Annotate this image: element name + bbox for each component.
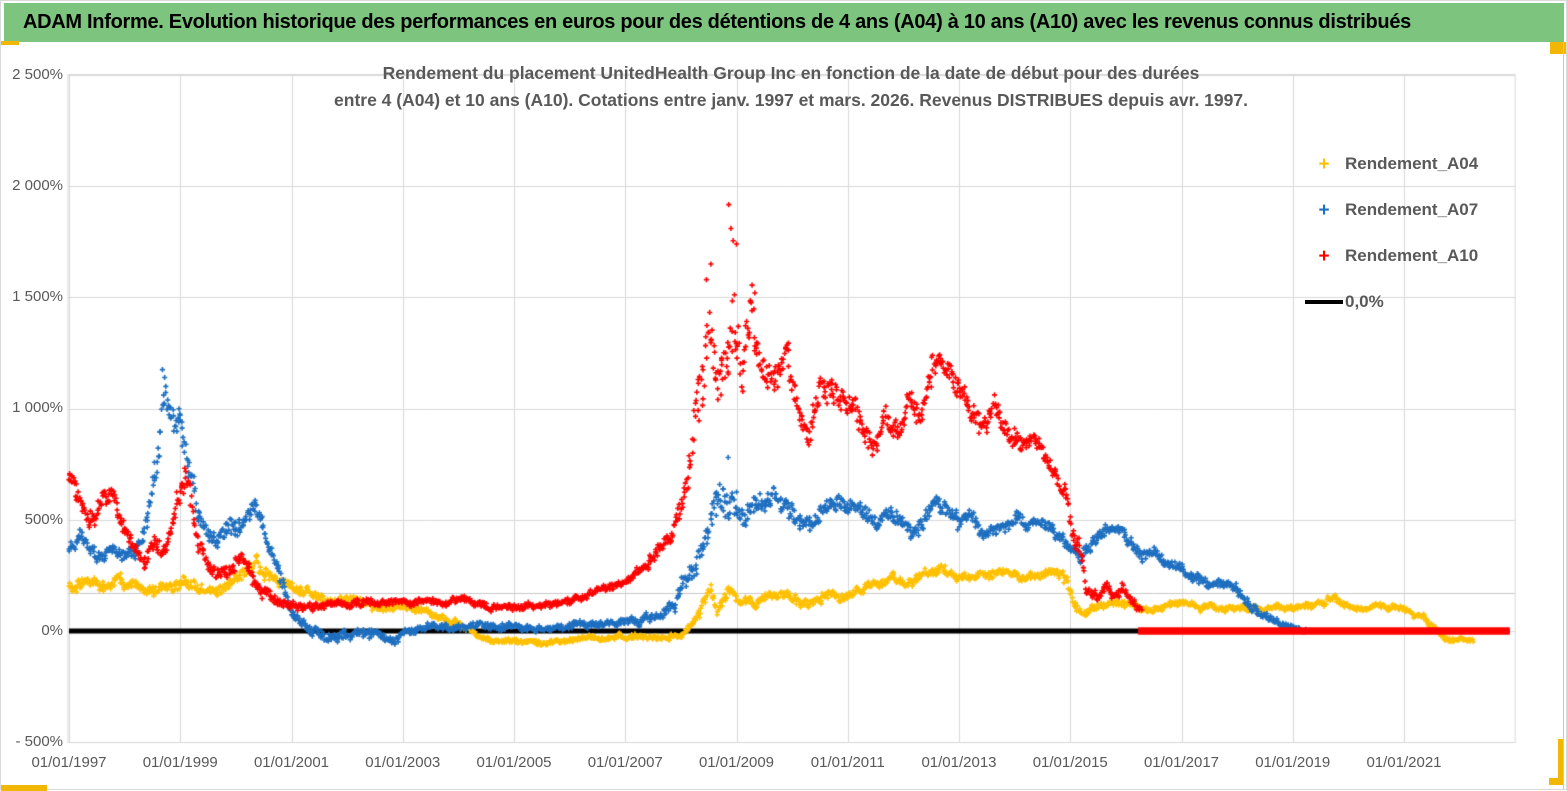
x-axis-tick-2019: 01/01/2019: [1255, 754, 1331, 771]
header-title: ADAM Informe. Evolution historique des p…: [23, 11, 1411, 33]
x-axis-tick-1999: 01/01/1999: [142, 754, 218, 771]
legend: + Rendement_A04 + Rendement_A07 + Rendem…: [1303, 141, 1518, 325]
accent-mark-bottom-right: [1558, 739, 1564, 785]
chart-title-line1: Rendement du placement UnitedHealth Grou…: [382, 63, 1200, 83]
accent-mark-bottom-left: [1, 785, 47, 791]
y-axis-tick-0: 0%: [41, 621, 63, 639]
x-axis-tick-2011: 01/01/2011: [810, 754, 885, 771]
accent-mark-bottom-right-h: [1549, 778, 1564, 785]
x-axis-tick-2017: 01/01/2017: [1143, 754, 1220, 771]
chart-title-line2: entre 4 (A04) et 10 ans (A10). Cotations…: [334, 90, 1248, 110]
header-bar: ADAM Informe. Evolution historique des p…: [4, 3, 1564, 42]
legend-item-a04: + Rendement_A04: [1303, 141, 1518, 187]
legend-label: Rendement_A10: [1345, 246, 1479, 265]
legend-label: Rendement_A04: [1345, 154, 1479, 173]
plus-marker-icon: +: [1318, 245, 1330, 267]
sheet-edge-line: [1563, 42, 1564, 789]
y-axis-tick-500: 500%: [24, 510, 63, 528]
chart-title: Rendement du placement UnitedHealth Grou…: [291, 60, 1291, 114]
y-axis-tick-neg500: - 500%: [15, 732, 63, 750]
y-axis-tick-1500: 1 500%: [12, 288, 63, 306]
y-axis-tick-1000: 1 000%: [12, 399, 63, 417]
y-axis-tick-2500: 2 500%: [12, 65, 63, 83]
x-axis-tick-1997: 01/01/1997: [31, 754, 107, 771]
x-axis-tick-2009: 01/01/2009: [698, 754, 775, 771]
plus-marker-icon: +: [1318, 153, 1330, 175]
x-axis-tick-2001: 01/01/2001: [253, 754, 330, 771]
scatter-plot-canvas: [51, 61, 1531, 761]
x-axis-tick-2021: 01/01/2021: [1366, 754, 1442, 771]
legend-item-a10: + Rendement_A10: [1303, 233, 1518, 279]
accent-mark-top-right: [1550, 42, 1566, 54]
legend-label: 0,0%: [1345, 292, 1384, 311]
plus-marker-icon: +: [1318, 199, 1330, 221]
x-axis-tick-2005: 01/01/2005: [476, 754, 552, 771]
x-axis-tick-2003: 01/01/2003: [365, 754, 441, 771]
legend-label: Rendement_A07: [1345, 200, 1479, 219]
x-axis-tick-2015: 01/01/2015: [1032, 754, 1108, 771]
accent-mark-top-left: [1, 41, 19, 45]
x-axis-tick-2013: 01/01/2013: [921, 754, 997, 771]
legend-item-a07: + Rendement_A07: [1303, 187, 1518, 233]
legend-item-zero-line: 0,0%: [1303, 279, 1518, 325]
y-axis-tick-2000: 2 000%: [12, 177, 63, 195]
x-axis-tick-2007: 01/01/2007: [587, 754, 663, 771]
line-marker-icon: [1303, 300, 1345, 304]
